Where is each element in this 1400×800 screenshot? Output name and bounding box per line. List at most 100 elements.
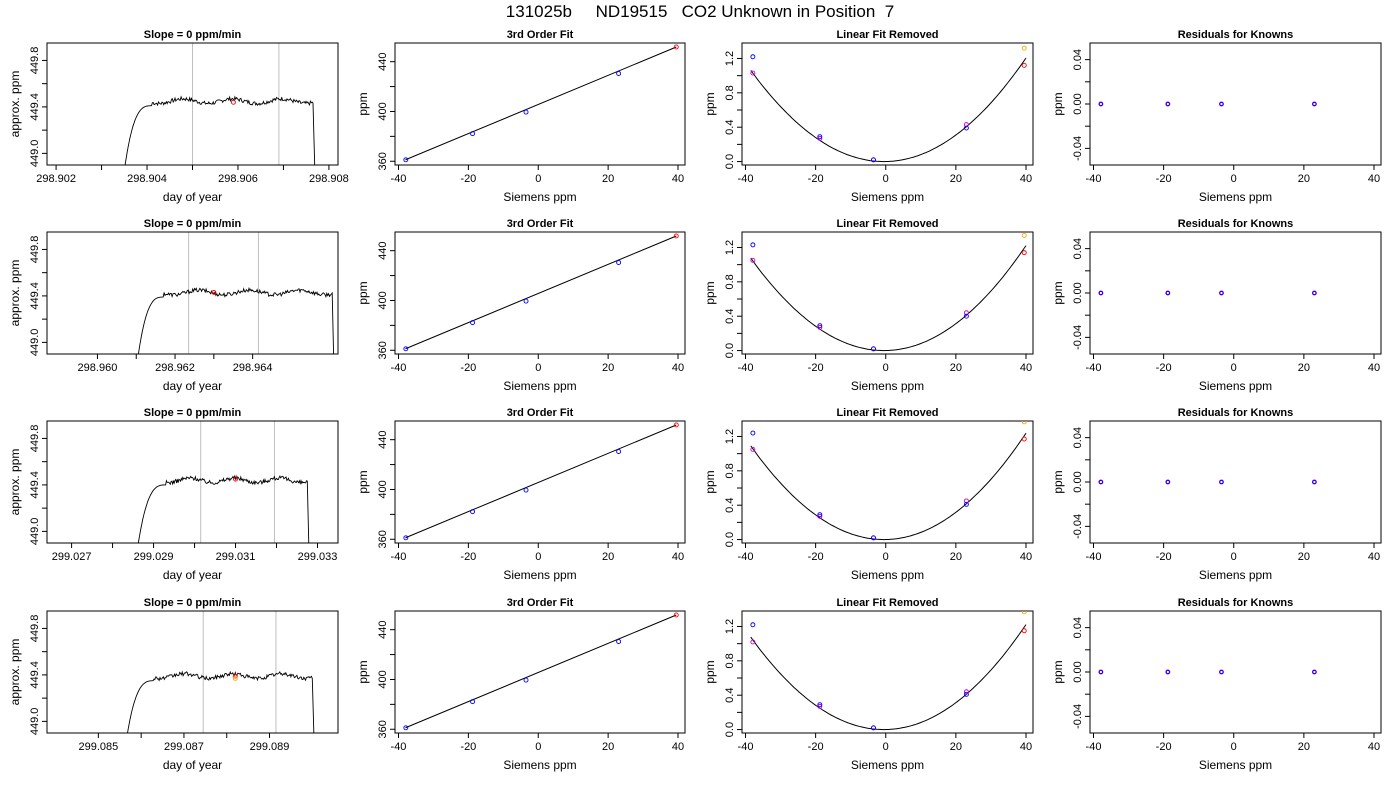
x-tick-label: 298.904 <box>127 173 167 185</box>
known-point <box>523 298 529 304</box>
x-axis-label: day of year <box>163 379 222 393</box>
plot-area <box>1098 290 1317 296</box>
x-axis-label: Siemens ppm <box>851 190 924 204</box>
x-tick-label: -40 <box>391 362 407 374</box>
known-point <box>963 691 969 697</box>
plot-area <box>750 232 1027 352</box>
panel-fit-3: 3rd Order Fit -40 -20 0 20 40 360 400 440 Siemens… <box>356 407 686 582</box>
sample-marker <box>232 673 238 679</box>
y-tick-label: 0.04 <box>1072 427 1084 448</box>
x-tick-label: 299.031 <box>216 551 256 563</box>
x-tick-label: 40 <box>1368 173 1380 185</box>
x-tick-label: -40 <box>1086 551 1102 563</box>
alt-point <box>963 689 969 695</box>
residual-point <box>1312 479 1317 485</box>
known-point <box>616 260 622 265</box>
highlight-point <box>1021 232 1027 238</box>
y-tick-label: 440 <box>377 430 389 448</box>
residual-curve <box>750 57 1027 163</box>
signal-trace <box>127 670 315 733</box>
y-tick-label: 1.2 <box>724 429 736 444</box>
plot-area <box>124 95 316 165</box>
panel-title: Slope = 0 ppm/min <box>144 218 242 230</box>
panel-linear_removed-4: Linear Fit Removed -40 -20 0 20 40 0.0 0.4 0.8 1.… <box>703 597 1034 772</box>
x-axis-label: day of year <box>163 190 222 204</box>
fit-line <box>405 424 677 539</box>
plot-frame <box>394 610 686 734</box>
x-tick-label: 40 <box>1020 551 1032 563</box>
unknown-point <box>673 612 679 618</box>
x-axis-label: day of year <box>163 758 222 772</box>
x-tick-label: 298.906 <box>218 173 258 185</box>
y-tick-label: 0.00 <box>1072 93 1084 114</box>
sample-marker <box>233 476 238 482</box>
x-tick-label: 299.033 <box>298 551 338 563</box>
x-tick-label: -20 <box>1156 362 1172 374</box>
x-tick-label: 299.089 <box>250 741 290 753</box>
panel-slope-1: Slope = 0 ppm/min 298.902 298.904 298.906 29… <box>8 29 349 204</box>
panel-title: Slope = 0 ppm/min <box>144 407 242 419</box>
x-tick-label: 20 <box>1298 362 1310 374</box>
x-tick-label: -20 <box>808 173 824 185</box>
alt-point <box>963 310 969 316</box>
alt-point <box>750 257 756 263</box>
signal-trace <box>137 474 310 543</box>
unknown-point <box>673 422 679 428</box>
panel-title: Residuals for Knowns <box>1178 218 1294 230</box>
plot-area <box>403 612 679 731</box>
y-tick-label: 449.4 <box>29 93 41 121</box>
x-tick-label: -20 <box>460 173 476 185</box>
known-point <box>817 323 823 329</box>
y-tick-label: 449.8 <box>29 615 41 643</box>
panel-slope-4: Slope = 0 ppm/min 299.085 299.087 299.089 44… <box>8 597 339 772</box>
x-axis-label: Siemens ppm <box>503 379 576 393</box>
x-tick-label: 40 <box>1020 173 1032 185</box>
alt-point <box>817 324 823 330</box>
panel-title: Residuals for Knowns <box>1178 29 1294 41</box>
y-axis-label: ppm <box>1051 92 1065 115</box>
alt-point <box>817 703 823 709</box>
x-tick-label: 298.964 <box>233 362 273 374</box>
y-tick-label: 449.4 <box>29 471 41 499</box>
x-tick-label: 298.902 <box>36 173 76 185</box>
plot-area <box>750 611 1027 731</box>
y-tick-label: 0.8 <box>724 85 736 100</box>
y-tick-label: 449.0 <box>29 708 41 736</box>
x-tick-label: 40 <box>1020 741 1032 753</box>
x-axis-label: Siemens ppm <box>851 379 924 393</box>
y-tick-label: 400 <box>377 670 389 688</box>
y-axis-label: ppm <box>1051 660 1065 683</box>
residual-point <box>1312 290 1317 296</box>
y-tick-label: 0.00 <box>1072 471 1084 492</box>
highlight-point <box>1021 611 1027 615</box>
y-tick-label: 440 <box>377 52 389 70</box>
y-tick-label: 0.4 <box>724 688 736 703</box>
panel-residuals-2: Residuals for Knowns -40 -20 0 20 40 -0.04 0.00… <box>1051 218 1382 393</box>
plot-frame <box>741 42 1034 166</box>
known-point <box>403 346 409 352</box>
y-tick-label: 0.4 <box>724 120 736 135</box>
x-tick-label: 40 <box>1368 741 1380 753</box>
highlight-point <box>1021 45 1027 51</box>
x-tick-label: -20 <box>460 362 476 374</box>
x-tick-label: 20 <box>950 362 962 374</box>
x-tick-label: 20 <box>950 551 962 563</box>
x-tick-label: -40 <box>738 173 754 185</box>
known-point <box>523 677 529 683</box>
x-tick-label: -40 <box>1086 173 1102 185</box>
known-point <box>817 702 823 708</box>
x-tick-label: 20 <box>950 741 962 753</box>
panel-linear_removed-2: Linear Fit Removed -40 -20 0 20 40 0.0 0.4 0.8 1.… <box>703 218 1034 393</box>
panel-title: Linear Fit Removed <box>836 407 938 419</box>
x-tick-label: 20 <box>1298 741 1310 753</box>
unknown-point <box>1021 250 1027 256</box>
y-tick-label: 0.8 <box>724 274 736 289</box>
panel-residuals-3: Residuals for Knowns -40 -20 0 20 40 -0.04 0.00… <box>1051 407 1382 582</box>
plot-frame <box>1089 42 1382 166</box>
known-point <box>871 725 876 731</box>
known-point <box>871 535 876 541</box>
known-point <box>616 639 622 644</box>
residual-point <box>1165 101 1170 107</box>
x-axis-label: Siemens ppm <box>1199 379 1272 393</box>
